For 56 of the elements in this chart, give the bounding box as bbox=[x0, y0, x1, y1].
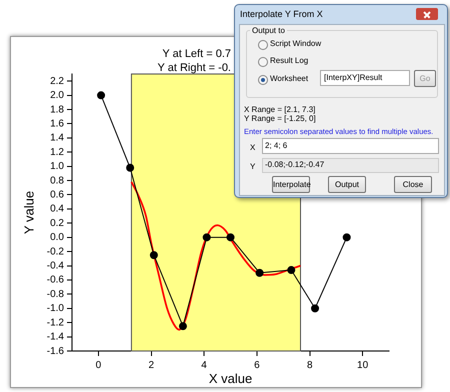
point bbox=[256, 268, 264, 277]
annotation: -0.08;-0.12;-0.47 bbox=[265, 160, 324, 169]
point bbox=[202, 233, 211, 242]
x-axis-title: X value bbox=[208, 370, 252, 386]
y-tick-label: 0.4 bbox=[50, 204, 64, 215]
y-tick-label: -0.6 bbox=[46, 274, 64, 286]
y-axis-title: Y value bbox=[21, 190, 36, 234]
y-tick-label: 1.6 bbox=[50, 118, 64, 130]
text: Result Log bbox=[270, 56, 308, 65]
text: Interpolate Y From X bbox=[240, 9, 323, 19]
annotation: X Range = [2.1, 7.3] bbox=[244, 105, 316, 114]
y-tick-label: 1.2 bbox=[50, 146, 64, 158]
x-tick-label: 4 bbox=[201, 360, 208, 371]
chart-title: Y at Left = 0.7 bbox=[161, 47, 231, 61]
annotation: Y Range = [-1.25, 0] bbox=[244, 114, 316, 123]
x-tick-label: 6 bbox=[254, 360, 260, 371]
y-tick-label: -1.4 bbox=[46, 332, 64, 343]
point bbox=[178, 322, 187, 330]
y-tick-label: 2.0 bbox=[50, 90, 64, 102]
point bbox=[311, 304, 320, 312]
y-tick-label: 1.0 bbox=[50, 161, 64, 172]
x-tick-label: 2 bbox=[148, 360, 154, 371]
annotation: Y bbox=[250, 162, 256, 171]
annotation: [InterpXY]Result bbox=[324, 73, 382, 82]
y-tick-label: -0.2 bbox=[46, 246, 64, 258]
annotation: X bbox=[250, 143, 256, 152]
chart-subtitle: Y at Right = -0. bbox=[158, 61, 231, 75]
annotation: Output bbox=[334, 180, 359, 189]
point bbox=[150, 251, 158, 260]
y-tick-label: 2.2 bbox=[50, 76, 64, 87]
y-tick-label: 1.4 bbox=[50, 132, 64, 144]
text: Close bbox=[402, 180, 424, 189]
y-tick-label: -1.2 bbox=[46, 317, 64, 328]
y-tick-label: 0.0 bbox=[50, 232, 64, 244]
y-tick-label: -1.0 bbox=[46, 303, 64, 314]
point bbox=[97, 91, 106, 100]
y-tick-label: 0.2 bbox=[50, 218, 64, 229]
point bbox=[342, 233, 351, 242]
y-tick-label: 1.8 bbox=[50, 104, 64, 116]
annotation: 2; 4; 6 bbox=[265, 141, 288, 150]
x-tick-label: 10 bbox=[357, 360, 369, 371]
text: Script Window bbox=[270, 39, 322, 48]
y-tick-label: -0.4 bbox=[46, 260, 64, 272]
y-tick-label: 0.6 bbox=[50, 189, 64, 200]
y-tick-label: -1.6 bbox=[46, 346, 64, 357]
point bbox=[126, 164, 134, 172]
x-tick-label: 8 bbox=[306, 360, 313, 371]
point bbox=[226, 233, 234, 242]
x-tick-label: 0 bbox=[96, 360, 102, 371]
text: Go bbox=[420, 74, 430, 83]
y-tick-label: 0.8 bbox=[50, 175, 64, 186]
point bbox=[287, 266, 296, 274]
text: Output to bbox=[252, 26, 285, 35]
y-tick-label: -0.8 bbox=[46, 288, 64, 300]
annotation: Interpolate bbox=[273, 180, 311, 189]
annotation: Worksheet bbox=[270, 74, 308, 83]
